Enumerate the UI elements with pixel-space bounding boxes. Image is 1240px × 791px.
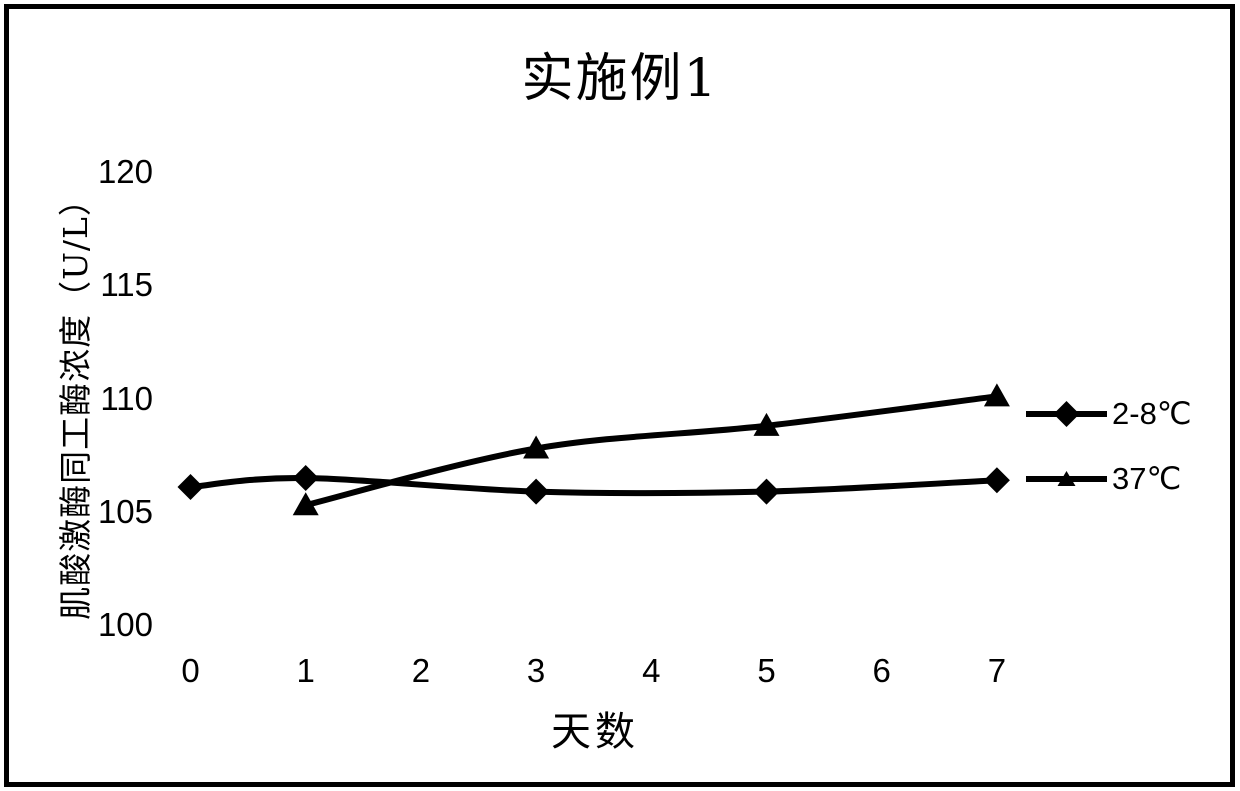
legend-label-37c: 37℃ xyxy=(1112,461,1182,496)
y-tick-label-100: 100 xyxy=(97,606,153,644)
x-tick-label-2: 2 xyxy=(411,652,431,689)
triangle-marker-icon xyxy=(292,492,319,516)
x-tick-label-7: 7 xyxy=(987,652,1007,689)
x-tick-label-3: 3 xyxy=(526,652,546,689)
diamond-marker-icon xyxy=(1053,401,1080,427)
diamond-marker-icon xyxy=(177,474,204,501)
triangle-marker-icon xyxy=(753,412,780,436)
legend-key-2-8c xyxy=(1026,401,1107,427)
chart-title: 实施例1 xyxy=(521,49,719,109)
diamond-marker-icon xyxy=(983,467,1010,494)
y-tick-label-110: 110 xyxy=(100,379,153,417)
triangle-marker-icon xyxy=(523,435,550,459)
x-tick-label-4: 4 xyxy=(642,652,661,689)
x-axis-title: 天数 xyxy=(551,709,639,755)
x-tick-label-1: 1 xyxy=(296,652,315,689)
x-tick-label-6: 6 xyxy=(872,652,891,689)
series-line-37c xyxy=(302,393,1000,509)
legend-key-37c xyxy=(1026,471,1107,486)
diamond-marker-icon xyxy=(523,478,550,505)
legend-label-2-8c: 2-8℃ xyxy=(1112,396,1192,431)
y-tick-label-115: 115 xyxy=(100,266,153,304)
diamond-marker-icon xyxy=(292,464,319,491)
diamond-marker-icon xyxy=(753,478,780,505)
x-tick-label-5: 5 xyxy=(757,652,776,689)
y-tick-label-120: 120 xyxy=(97,152,153,190)
x-tick-label-0: 0 xyxy=(181,652,200,689)
triangle-marker-icon xyxy=(1057,471,1076,486)
triangle-marker-icon xyxy=(983,383,1010,407)
y-tick-label-105: 105 xyxy=(97,493,153,530)
